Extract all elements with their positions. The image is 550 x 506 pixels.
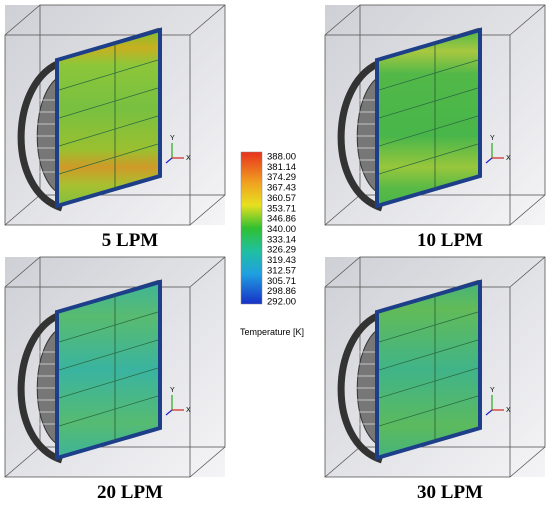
heat-plate	[377, 282, 480, 458]
colorbar-tick-label: 381.14	[267, 162, 296, 173]
panel-label: 30 LPM	[417, 482, 483, 503]
colorbar-tick-label: 333.14	[267, 234, 296, 245]
axis-y-label: Y	[490, 135, 495, 142]
heat-plate	[57, 282, 160, 458]
colorbar-tick-label: 367.43	[267, 183, 296, 194]
simulation-panel: YX	[325, 257, 545, 477]
colorbar-tick-label: 340.00	[267, 224, 296, 235]
axis-y-label: Y	[170, 135, 175, 142]
colorbar-title: Temperature [K]	[240, 327, 304, 337]
colorbar-tick-label: 298.86	[267, 286, 296, 297]
heat-plate	[377, 30, 480, 206]
axis-x-label: X	[506, 407, 511, 414]
colorbar-tick-label: 346.86	[267, 214, 296, 225]
colorbar-tick-label: 326.29	[267, 245, 296, 256]
panel-label: 10 LPM	[417, 230, 483, 251]
colorbar-tick-label: 319.43	[267, 255, 296, 266]
axis-y-label: Y	[170, 387, 175, 394]
colorbar-tick-label: 305.71	[267, 276, 296, 287]
colorbar-tick-label: 312.57	[267, 265, 296, 276]
axis-x-label: X	[186, 155, 191, 162]
colorbar-tick-label: 292.00	[267, 297, 296, 308]
colorbar-tick-label: 388.00	[267, 152, 296, 163]
simulation-panel: YX	[325, 5, 545, 225]
colorbar	[240, 151, 263, 305]
axis-x-label: X	[506, 155, 511, 162]
panel-label: 20 LPM	[97, 482, 163, 503]
colorbar-tick-label: 374.29	[267, 172, 296, 183]
axis-y-label: Y	[490, 387, 495, 394]
panel-label: 5 LPM	[102, 230, 159, 251]
colorbar-tick-label: 360.57	[267, 193, 296, 204]
heat-plate	[57, 30, 160, 206]
axis-x-label: X	[186, 407, 191, 414]
colorbar-tick-label: 353.71	[267, 203, 296, 214]
simulation-panel: YX	[5, 257, 225, 477]
simulation-panel: YX	[5, 5, 225, 225]
